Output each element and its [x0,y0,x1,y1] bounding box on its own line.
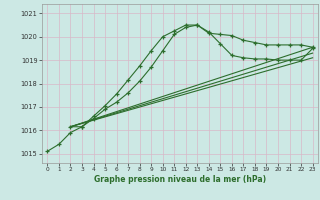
X-axis label: Graphe pression niveau de la mer (hPa): Graphe pression niveau de la mer (hPa) [94,175,266,184]
